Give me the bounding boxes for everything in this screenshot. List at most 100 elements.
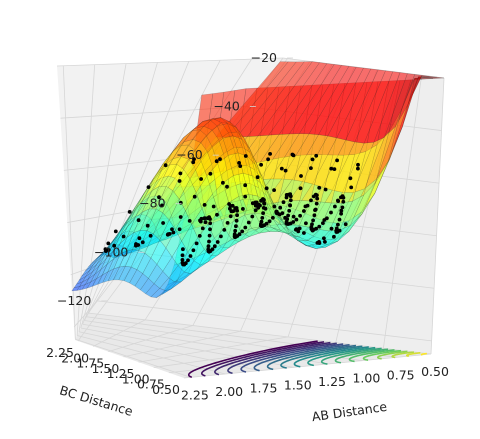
trajectory-point bbox=[208, 171, 213, 176]
trajectory-point bbox=[206, 244, 211, 249]
trajectory-point bbox=[329, 226, 334, 231]
trajectory-point bbox=[303, 204, 308, 209]
trajectory-point bbox=[317, 185, 322, 190]
y-tick-label: 2.00 bbox=[61, 350, 89, 365]
trajectory-point bbox=[215, 212, 219, 217]
contour-projection bbox=[187, 340, 427, 378]
contour-line bbox=[348, 349, 395, 363]
contour-line bbox=[266, 344, 357, 371]
trajectory-point bbox=[348, 176, 353, 181]
contour-line bbox=[420, 352, 427, 356]
trajectory-point bbox=[210, 247, 215, 252]
trajectory-point bbox=[271, 215, 275, 220]
trajectory-point bbox=[279, 166, 284, 171]
trajectory-point bbox=[341, 199, 346, 204]
trajectory-point bbox=[207, 216, 212, 221]
trajectory-point bbox=[208, 221, 213, 226]
trajectory-point bbox=[188, 254, 193, 258]
contour-line bbox=[293, 346, 369, 368]
x-gridline bbox=[76, 64, 96, 336]
trajectory-point bbox=[243, 194, 248, 199]
trajectory-point bbox=[199, 177, 204, 181]
trajectory-point bbox=[234, 224, 238, 229]
trajectory-point bbox=[178, 171, 183, 176]
z-tick-label: −20 bbox=[251, 50, 277, 65]
trajectory-point bbox=[314, 201, 319, 206]
trajectory-point bbox=[337, 217, 342, 222]
trajectory-point bbox=[272, 188, 276, 193]
trajectory-point bbox=[255, 175, 260, 180]
trajectory-point bbox=[262, 198, 266, 202]
x-gridline bbox=[62, 65, 76, 340]
trajectory-point bbox=[286, 213, 290, 218]
contour-line bbox=[320, 347, 382, 365]
x-tick-label: 0.50 bbox=[421, 364, 449, 379]
trajectory-point bbox=[187, 219, 192, 223]
trajectory-point bbox=[212, 244, 217, 249]
trajectory-point bbox=[208, 227, 212, 232]
x-tick-label: 1.50 bbox=[284, 377, 312, 392]
trajectory-point bbox=[237, 161, 242, 165]
trajectory-point bbox=[112, 243, 117, 248]
trajectory-point bbox=[304, 221, 308, 226]
trajectory-point bbox=[134, 242, 138, 246]
trajectory-point bbox=[225, 184, 229, 189]
trajectory-point bbox=[178, 200, 183, 205]
y-gridline bbox=[77, 313, 98, 342]
trajectory-point bbox=[146, 185, 151, 190]
trajectory-point bbox=[309, 198, 313, 203]
y-gridline bbox=[382, 75, 423, 349]
trajectory-point bbox=[207, 239, 211, 244]
trajectory-point bbox=[288, 198, 293, 203]
y-tick-label: 0.50 bbox=[152, 382, 180, 397]
trajectory-point bbox=[235, 213, 240, 218]
trajectory-point bbox=[170, 227, 174, 232]
trajectory-point bbox=[198, 219, 203, 224]
trajectory-point bbox=[322, 218, 327, 222]
trajectory-point bbox=[113, 229, 118, 234]
trajectory-point bbox=[191, 160, 196, 165]
trajectory-point bbox=[309, 166, 313, 171]
trajectory-point bbox=[253, 203, 258, 208]
trajectory-point bbox=[259, 162, 263, 167]
trajectory-point bbox=[243, 154, 248, 158]
z-tick-label: −80 bbox=[139, 196, 165, 211]
trajectory-point bbox=[314, 226, 318, 231]
trajectory-point bbox=[302, 209, 306, 213]
trajectory-point bbox=[266, 157, 270, 162]
trajectory-point bbox=[202, 203, 207, 207]
trajectory-point bbox=[163, 163, 168, 168]
contour-line bbox=[307, 346, 376, 367]
trajectory-point bbox=[211, 204, 216, 209]
trajectory-point bbox=[260, 216, 265, 220]
trajectory-point bbox=[317, 224, 322, 229]
trajectory-point bbox=[333, 204, 337, 209]
trajectory-point bbox=[228, 214, 233, 219]
trajectory-point bbox=[291, 214, 296, 219]
trajectory-point bbox=[221, 180, 225, 185]
trajectory-point bbox=[263, 206, 268, 211]
x-tick-label: 1.25 bbox=[318, 374, 346, 389]
z-tick-label: −100 bbox=[94, 244, 128, 259]
trajectory-point bbox=[356, 166, 360, 171]
trajectory-point bbox=[243, 225, 248, 230]
trajectory-point bbox=[166, 232, 171, 237]
trajectory-point bbox=[280, 211, 285, 216]
contour-line bbox=[391, 351, 414, 359]
contour-line bbox=[280, 345, 363, 369]
x-tick-label: 2.25 bbox=[181, 387, 209, 402]
trajectory-point bbox=[200, 226, 205, 231]
trajectory-point bbox=[313, 208, 317, 213]
trajectory-point bbox=[192, 157, 196, 162]
y-gridline bbox=[183, 353, 432, 379]
trajectory-point bbox=[339, 208, 344, 213]
trajectory-point bbox=[177, 227, 182, 232]
trajectory-point bbox=[253, 208, 258, 213]
contour-line bbox=[240, 343, 344, 373]
contour-line bbox=[227, 342, 337, 375]
trajectory-point bbox=[283, 168, 288, 173]
y-axis-title: BC Distance bbox=[58, 382, 135, 419]
contour-line bbox=[200, 341, 325, 377]
trajectory-point bbox=[197, 234, 202, 238]
